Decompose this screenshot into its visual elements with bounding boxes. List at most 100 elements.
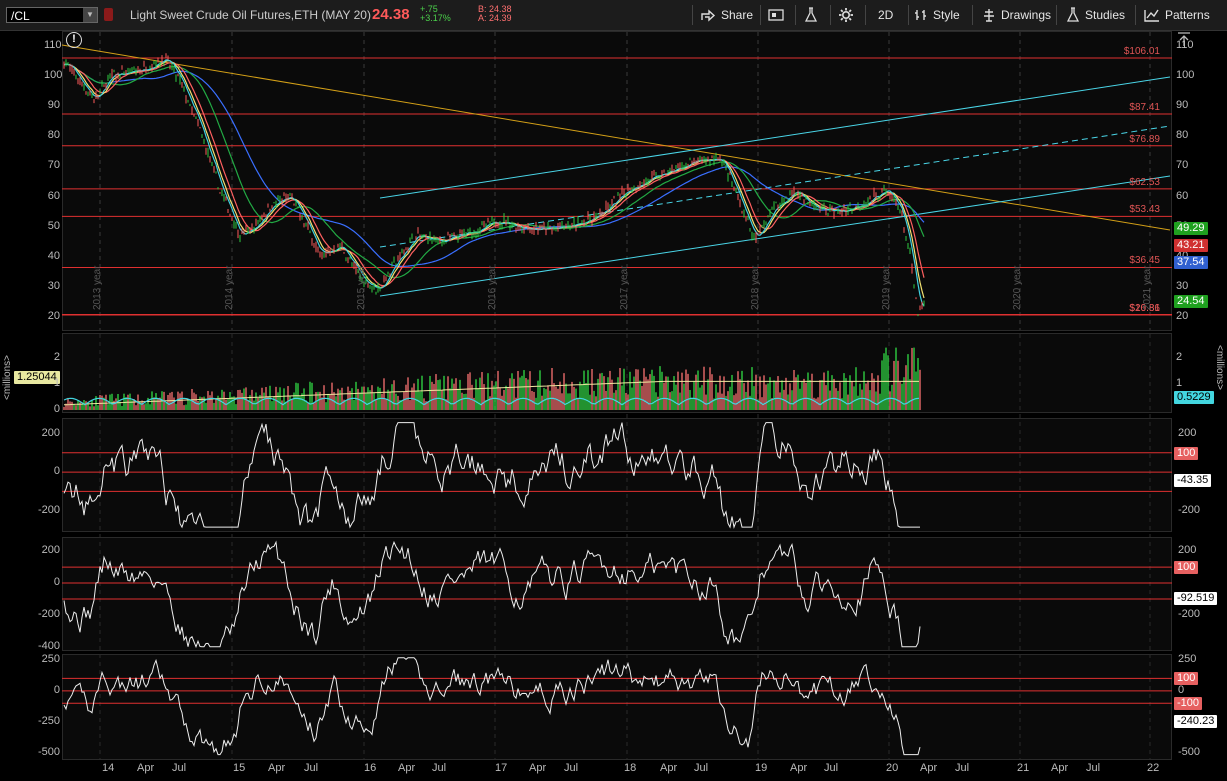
cci-tick-left: -500 bbox=[37, 746, 60, 759]
resistance-levels bbox=[62, 57, 1172, 316]
cci-value-badge: -92.519 bbox=[1174, 591, 1218, 605]
channel-upper bbox=[379, 76, 1171, 199]
cci-line bbox=[63, 540, 921, 649]
studies-flask-button[interactable] bbox=[804, 4, 818, 26]
patterns-icon bbox=[1144, 9, 1159, 22]
moving-average-line bbox=[63, 62, 925, 287]
price-tick-left: 80 bbox=[47, 129, 60, 142]
net-change: +.75 bbox=[420, 4, 438, 14]
year-label: 2021 year bbox=[1142, 265, 1153, 310]
style-label: Style bbox=[933, 8, 960, 22]
gear-icon bbox=[839, 8, 853, 22]
volume-tick-left: 0 bbox=[53, 403, 60, 415]
x-axis-label: Jul bbox=[432, 762, 447, 774]
chevron-down-icon[interactable]: ▼ bbox=[83, 8, 97, 22]
flask-icon bbox=[804, 7, 818, 22]
open-interest-line bbox=[63, 397, 920, 406]
studies-button[interactable]: Studies bbox=[1066, 4, 1125, 26]
x-axis-label: Jul bbox=[824, 762, 839, 774]
moving-average-line bbox=[63, 63, 925, 279]
toolbar-divider bbox=[1135, 5, 1136, 25]
aggregation-button[interactable]: 2D bbox=[878, 4, 893, 26]
level-label: $76.89 bbox=[1129, 133, 1160, 145]
toolbar-divider bbox=[865, 5, 866, 25]
price-badge: 37.54 bbox=[1174, 256, 1208, 269]
cci-tick-right: -500 bbox=[1178, 746, 1201, 759]
price-tick-left: 70 bbox=[47, 159, 60, 172]
x-axis-label: 17 bbox=[495, 762, 508, 774]
toolbar-divider bbox=[692, 5, 693, 25]
x-axis-label: Jul bbox=[172, 762, 187, 774]
cci-panel-3[interactable] bbox=[62, 654, 1172, 760]
collapse-icon[interactable] bbox=[1176, 30, 1192, 48]
drawings-button[interactable]: Drawings bbox=[982, 4, 1051, 26]
x-axis-label: Jul bbox=[955, 762, 970, 774]
share-label: Share bbox=[721, 8, 754, 22]
volume-tick-right: 2 bbox=[1176, 351, 1183, 363]
cci-tick-left: -200 bbox=[37, 503, 60, 516]
price-tick-left: 50 bbox=[47, 219, 60, 232]
cci-value-badge: -240.23 bbox=[1174, 714, 1218, 728]
price-series bbox=[63, 53, 925, 317]
ask-price: A: 24.39 bbox=[478, 13, 512, 23]
cci-level-badge: 100 bbox=[1174, 672, 1199, 686]
gallery-button[interactable] bbox=[768, 4, 784, 26]
toolbar-divider bbox=[972, 5, 973, 25]
x-axis-label: 19 bbox=[755, 762, 768, 774]
patterns-button[interactable]: Patterns bbox=[1144, 4, 1210, 26]
price-badge: 43.21 bbox=[1174, 239, 1208, 252]
cci-level-badge: -100 bbox=[1174, 697, 1203, 711]
cci-tick-left: -400 bbox=[37, 639, 60, 652]
year-label: 2014 year bbox=[224, 265, 235, 310]
share-button[interactable]: Share bbox=[700, 4, 753, 26]
year-label: 2020 year bbox=[1012, 265, 1023, 310]
x-axis-label: Apr bbox=[660, 762, 678, 774]
cci-tick-left: 200 bbox=[41, 544, 60, 557]
style-icon bbox=[915, 10, 926, 20]
symbol-selector[interactable]: /CL ▼ bbox=[6, 7, 98, 23]
cci-line bbox=[63, 657, 921, 756]
percent-change: +3.17% bbox=[420, 13, 451, 23]
flask-icon bbox=[1066, 7, 1080, 22]
volume-axis-label-left: <millions> bbox=[2, 354, 13, 400]
cci-tick-left: 0 bbox=[53, 576, 60, 589]
price-tick-left: 20 bbox=[47, 310, 60, 322]
price-tick-left: 40 bbox=[47, 249, 60, 262]
price-tick-right: 80 bbox=[1176, 129, 1189, 142]
channel-mid bbox=[379, 125, 1171, 248]
volume-tick-right: 1 bbox=[1176, 377, 1183, 389]
flag-icon[interactable] bbox=[104, 8, 113, 21]
cci-panel-1[interactable] bbox=[62, 418, 1172, 532]
x-axis-label: 14 bbox=[102, 762, 115, 774]
style-button[interactable]: Style bbox=[914, 4, 960, 26]
gallery-icon bbox=[768, 9, 784, 21]
settings-button[interactable] bbox=[838, 4, 854, 26]
price-tick-right: 110 bbox=[1176, 39, 1194, 51]
drawings-icon bbox=[984, 9, 994, 22]
channel-lower bbox=[379, 175, 1171, 297]
cci-panel-2[interactable] bbox=[62, 537, 1172, 651]
price-tick-right: 70 bbox=[1176, 159, 1189, 172]
year-label: 2015 year bbox=[356, 265, 367, 310]
chart-grid bbox=[99, 32, 1151, 760]
price-tick-right: 60 bbox=[1176, 189, 1189, 202]
x-axis-label: 22 bbox=[1147, 762, 1160, 774]
year-label: 2017 year bbox=[619, 265, 630, 310]
x-axis-label: Apr bbox=[398, 762, 416, 774]
toolbar-divider bbox=[760, 5, 761, 25]
x-axis-label: Apr bbox=[920, 762, 938, 774]
volume-right-badge: 0.5229 bbox=[1174, 391, 1214, 404]
x-axis-label: Apr bbox=[529, 762, 547, 774]
volume-axis-label-right: <millions> bbox=[1214, 345, 1225, 391]
moving-averages bbox=[63, 59, 925, 307]
moving-average-line bbox=[63, 60, 925, 299]
year-label: 2013 year bbox=[92, 265, 103, 310]
alert-icon[interactable]: ! bbox=[66, 32, 82, 48]
cci-value-badge: -43.35 bbox=[1174, 474, 1212, 488]
cci-tick-left: -250 bbox=[37, 714, 60, 727]
cci-lines bbox=[62, 422, 1172, 756]
price-panel[interactable] bbox=[62, 31, 1172, 331]
price-tick-left: 30 bbox=[47, 279, 60, 292]
x-axis-label: Jul bbox=[1086, 762, 1101, 774]
